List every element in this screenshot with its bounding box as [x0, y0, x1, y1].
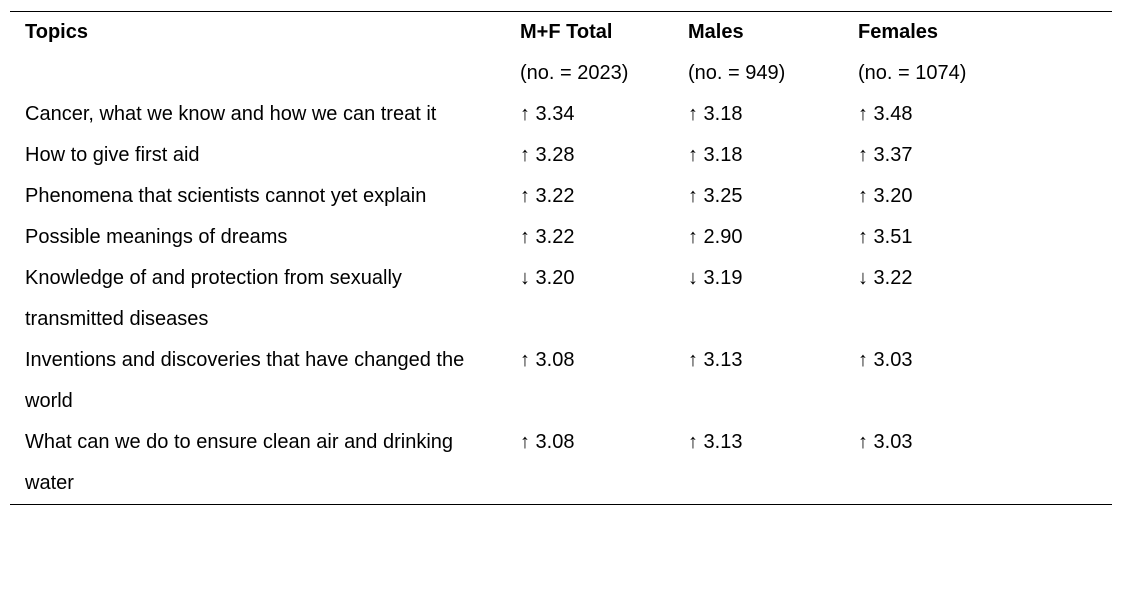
table-row: How to give first aid ↑ 3.28 ↑ 3.18 ↑ 3.37: [25, 135, 1112, 176]
table-row: Possible meanings of dreams ↑ 3.22 ↑ 2.90 ↑…: [25, 217, 1112, 258]
column-subtitle: (no. = 1074): [858, 62, 967, 84]
column-header: Topics: [25, 12, 520, 94]
score: ↑ 3.03: [858, 431, 913, 453]
score: ↑ 3.13: [688, 349, 743, 371]
topic-cell: Inventions and discoveries that have cha…: [25, 340, 520, 422]
value-cell: ↑ 3.22: [520, 176, 688, 217]
column-header: Females (no. = 1074): [858, 12, 1112, 94]
topic: Knowledge of and protection from sexuall…: [25, 267, 402, 330]
column-title: M+F Total: [520, 21, 613, 43]
data-table: Topics M+F Total (no. = 2023) Males (no. = 9…: [25, 12, 1112, 504]
score: ↑ 3.25: [688, 185, 743, 207]
column-subtitle: (no. = 2023): [520, 62, 629, 84]
table-row: Knowledge of and protection from sexuall…: [25, 258, 1112, 340]
topic: What can we do to ensure clean air and d…: [25, 431, 454, 494]
value-cell: ↑ 3.22: [520, 217, 688, 258]
value-cell: ↑ 3.08: [520, 422, 688, 504]
topic: Inventions and discoveries that have cha…: [25, 349, 465, 412]
score: ↑ 3.03: [858, 349, 913, 371]
column-title: Males: [688, 21, 744, 43]
score: ↓ 3.19: [688, 267, 743, 289]
column-header: M+F Total (no. = 2023): [520, 12, 688, 94]
table-row: What can we do to ensure clean air and d…: [25, 422, 1112, 504]
table-row: Cancer, what we know and how we can trea…: [25, 94, 1112, 135]
value-cell: ↓ 3.22: [858, 258, 1112, 340]
value-cell: ↑ 3.18: [688, 135, 858, 176]
topic-cell: How to give first aid: [25, 135, 520, 176]
value-cell: ↑ 2.90: [688, 217, 858, 258]
value-cell: ↑ 3.03: [858, 422, 1112, 504]
value-cell: ↑ 3.51: [858, 217, 1112, 258]
value-cell: ↑ 3.28: [520, 135, 688, 176]
value-cell: ↑ 3.18: [688, 94, 858, 135]
value-cell: ↑ 3.48: [858, 94, 1112, 135]
table-row: Inventions and discoveries that have cha…: [25, 340, 1112, 422]
topic: Cancer, what we know and how we can trea…: [25, 103, 437, 125]
table-row: Phenomena that scientists cannot yet exp…: [25, 176, 1112, 217]
topic-cell: Possible meanings of dreams: [25, 217, 520, 258]
value-cell: ↓ 3.20: [520, 258, 688, 340]
score: ↓ 3.22: [858, 267, 913, 289]
value-cell: ↑ 3.25: [688, 176, 858, 217]
score: ↑ 3.08: [520, 349, 575, 371]
score: ↑ 3.48: [858, 103, 913, 125]
value-cell: ↓ 3.19: [688, 258, 858, 340]
score: ↑ 3.08: [520, 431, 575, 453]
value-cell: ↑ 3.13: [688, 340, 858, 422]
score: ↓ 3.20: [520, 267, 575, 289]
score: ↑ 3.22: [520, 185, 575, 207]
value-cell: ↑ 3.08: [520, 340, 688, 422]
column-title: Females: [858, 21, 939, 43]
value-cell: ↑ 3.03: [858, 340, 1112, 422]
header-row: Topics M+F Total (no. = 2023) Males (no. = 9…: [25, 12, 1112, 94]
score: ↑ 3.28: [520, 144, 575, 166]
column-header: Males (no. = 949): [688, 12, 858, 94]
topic: Phenomena that scientists cannot yet exp…: [25, 185, 427, 207]
score: ↑ 3.18: [688, 144, 743, 166]
value-cell: ↑ 3.13: [688, 422, 858, 504]
score: ↑ 3.22: [520, 226, 575, 248]
score: ↑ 3.34: [520, 103, 575, 125]
topic: Possible meanings of dreams: [25, 226, 288, 248]
topic-cell: What can we do to ensure clean air and d…: [25, 422, 520, 504]
topic: How to give first aid: [25, 144, 200, 166]
column-title: Topics: [25, 21, 88, 43]
value-cell: ↑ 3.34: [520, 94, 688, 135]
value-cell: ↑ 3.37: [858, 135, 1112, 176]
topic-cell: Cancer, what we know and how we can trea…: [25, 94, 520, 135]
score: ↑ 3.37: [858, 144, 913, 166]
score: ↑ 3.20: [858, 185, 913, 207]
topic-cell: Knowledge of and protection from sexuall…: [25, 258, 520, 340]
score: ↑ 2.90: [688, 226, 743, 248]
topic-cell: Phenomena that scientists cannot yet exp…: [25, 176, 520, 217]
table-frame: Topics M+F Total (no. = 2023) Males (no. = 9…: [10, 11, 1112, 505]
column-subtitle: (no. = 949): [688, 62, 786, 84]
score: ↑ 3.18: [688, 103, 743, 125]
value-cell: ↑ 3.20: [858, 176, 1112, 217]
score: ↑ 3.13: [688, 431, 743, 453]
score: ↑ 3.51: [858, 226, 913, 248]
